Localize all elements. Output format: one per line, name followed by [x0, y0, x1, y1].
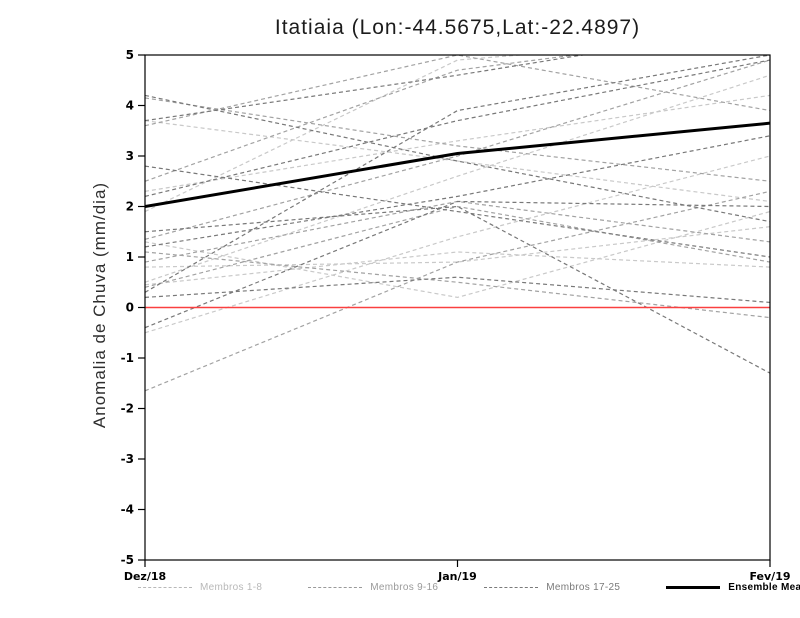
- member-line: [145, 55, 770, 127]
- y-tick-label: 2: [126, 200, 134, 214]
- legend: Membros 1-8 Membros 9-16 Membros 17-25 Ense…: [138, 582, 800, 593]
- legend-line-sample: [308, 587, 363, 588]
- y-tick-label: 0: [126, 301, 134, 315]
- x-tick-label: Fev/19: [749, 570, 790, 583]
- member-line: [145, 155, 770, 334]
- member-line: [145, 55, 528, 213]
- y-tick-label: -5: [121, 553, 134, 567]
- y-tick-label: -1: [121, 351, 134, 365]
- legend-line-sample: [666, 586, 721, 589]
- member-line: [145, 205, 770, 374]
- member-line: [145, 94, 770, 223]
- member-line: [145, 59, 770, 240]
- y-tick-label: -3: [121, 452, 134, 466]
- member-line: [145, 190, 770, 392]
- member-line: [145, 97, 770, 182]
- x-tick-label: Dez/18: [124, 570, 166, 583]
- y-tick-label: 4: [126, 99, 134, 113]
- member-line: [145, 55, 580, 182]
- member-line: [145, 251, 770, 286]
- legend-item: Membros 17-25: [484, 582, 620, 593]
- member-line: [145, 59, 770, 197]
- y-tick-label: -2: [121, 402, 134, 416]
- member-line: [145, 135, 770, 248]
- member-line: [145, 165, 770, 258]
- y-tick-label: 5: [126, 48, 134, 62]
- legend-label: Membros 1-8: [200, 582, 263, 593]
- legend-label: Membros 17-25: [546, 582, 621, 593]
- legend-item: Ensemble Mean: [666, 582, 800, 593]
- legend-label: Ensemble Mean: [728, 582, 800, 593]
- legend-label: Membros 9-16: [370, 582, 439, 593]
- chart-title: Itatiaia (Lon:-44.5675,Lat:-22.4897): [274, 16, 641, 39]
- y-tick-label: 3: [126, 149, 134, 163]
- legend-line-sample: [484, 587, 539, 588]
- legend-item: Membros 9-16: [308, 582, 438, 593]
- member-line: [145, 55, 770, 293]
- member-line: [145, 74, 770, 283]
- member-line: [145, 120, 770, 203]
- x-tick-label: Jan/19: [437, 570, 477, 583]
- y-tick-label: -4: [121, 503, 134, 517]
- legend-line-sample: [138, 587, 192, 588]
- member-line: [145, 200, 770, 329]
- ensemble-mean-line: [145, 121, 770, 208]
- legend-item: Membros 1-8: [138, 582, 262, 593]
- member-line: [145, 55, 587, 122]
- y-tick-label: 1: [126, 250, 134, 264]
- member-line: [145, 205, 770, 288]
- member-line: [145, 94, 770, 192]
